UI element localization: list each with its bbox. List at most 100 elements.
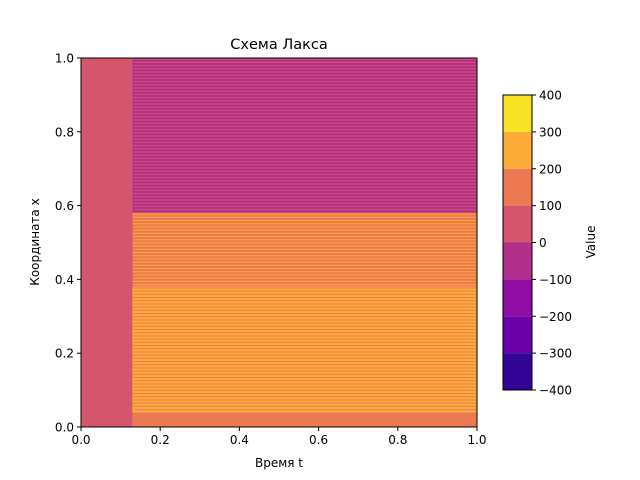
- stripe-lower-region: [133, 319, 477, 321]
- stripe-upper-region: [134, 170, 477, 172]
- stripe-upper-region: [132, 154, 477, 156]
- colorbar-tick-label: 300: [539, 125, 562, 139]
- stripe-upper-region: [132, 106, 477, 108]
- stripe-lower-region: [134, 293, 477, 295]
- stripe-upper-region: [134, 103, 477, 105]
- stripe-upper-region: [133, 90, 477, 92]
- stripe-lower-region: [134, 341, 477, 343]
- y-axis-label: Координата x: [28, 198, 42, 285]
- stripe-upper-region: [132, 87, 477, 89]
- stripe-lower-region: [132, 383, 477, 385]
- stripe-middle-region: [134, 229, 477, 231]
- stripe-upper-region: [133, 109, 477, 111]
- colorbar-segment: [503, 242, 532, 280]
- stripe-upper-region: [132, 97, 477, 99]
- stripe-lower-region: [134, 303, 477, 305]
- colorbar-tick-label: −200: [539, 310, 572, 324]
- stripe-middle-region: [132, 261, 477, 263]
- stripe-upper-region: [132, 173, 477, 175]
- stripe-upper-region: [134, 180, 477, 182]
- stripe-lower-region: [132, 325, 477, 327]
- x-tick-label: 0.0: [71, 433, 90, 447]
- region-lower-region: [132, 286, 477, 413]
- stripe-upper-region: [133, 205, 477, 207]
- stripe-middle-region: [134, 248, 477, 250]
- colorbar-tick-label: 400: [539, 89, 562, 103]
- stripe-upper-region: [134, 151, 477, 153]
- colorbar-ticks: −400 −300 −200 −100 0 100 200 300 400: [532, 89, 572, 398]
- y-tick-label: 0.8: [55, 125, 74, 139]
- stripe-middle-region: [134, 258, 477, 260]
- stripe-upper-region: [134, 132, 477, 134]
- stripe-middle-region: [132, 242, 477, 244]
- stripe-upper-region: [134, 189, 477, 191]
- stripe-upper-region: [132, 58, 477, 60]
- stripe-lower-region: [134, 389, 477, 391]
- stripe-lower-region: [133, 338, 477, 340]
- stripe-lower-region: [133, 386, 477, 388]
- stripe-upper-region: [134, 141, 477, 143]
- stripe-upper-region: [134, 122, 477, 124]
- colorbar-segment: [503, 279, 532, 317]
- stripe-upper-region: [133, 148, 477, 150]
- stripe-middle-region: [133, 226, 477, 228]
- x-tick-label: 1.0: [467, 433, 486, 447]
- stripe-lower-region: [133, 328, 477, 331]
- x-axis-ticks: 0.0 0.2 0.4 0.6 0.8 1.0: [71, 427, 487, 447]
- stripe-upper-region: [133, 119, 477, 121]
- colorbar-segment: [503, 316, 532, 354]
- stripe-lower-region: [134, 399, 477, 401]
- stripe-lower-region: [133, 357, 477, 359]
- stripe-upper-region: [132, 212, 477, 214]
- stripe-lower-region: [133, 300, 477, 302]
- stripe-lower-region: [132, 402, 477, 404]
- stripe-upper-region: [134, 93, 477, 95]
- colorbar-segment: [503, 353, 532, 390]
- colorbar-tick-label: −100: [539, 273, 572, 287]
- stripe-upper-region: [132, 183, 477, 185]
- colorbar-label: Value: [584, 226, 598, 259]
- stripe-middle-region: [134, 239, 477, 241]
- stripe-lower-region: [133, 396, 477, 398]
- stripe-lower-region: [133, 367, 477, 369]
- stripe-upper-region: [133, 177, 477, 179]
- x-axis-label: Время t: [255, 456, 303, 470]
- y-axis-ticks: 0.0 0.2 0.4 0.6 0.8 1.0: [55, 52, 81, 435]
- stripe-lower-region: [134, 332, 477, 334]
- stripe-upper-region: [133, 186, 477, 188]
- plot-frame: [80, 57, 478, 428]
- stripe-lower-region: [134, 312, 477, 315]
- stripe-middle-region: [132, 271, 477, 273]
- stripe-upper-region: [133, 196, 477, 198]
- stripe-middle-region: [132, 213, 477, 215]
- stripe-lower-region: [132, 344, 477, 347]
- stripe-upper-region: [134, 161, 477, 163]
- x-tick-label: 0.8: [388, 433, 407, 447]
- stripe-lower-region: [132, 287, 477, 289]
- stripe-middle-region: [134, 219, 477, 222]
- stripe-middle-region: [133, 245, 477, 247]
- stripe-upper-region: [133, 100, 477, 102]
- stripe-middle-region: [133, 255, 477, 257]
- stripe-middle-region: [132, 232, 477, 234]
- x-tick-label: 0.6: [309, 433, 328, 447]
- stripe-lower-region: [132, 335, 477, 337]
- stripe-upper-region: [133, 81, 477, 83]
- stripe-lower-region: [133, 290, 477, 292]
- stripe-lower-region: [134, 322, 477, 324]
- stripe-lower-region: [134, 380, 477, 382]
- stripe-middle-region: [132, 251, 477, 254]
- stripe-middle-region: [134, 277, 477, 279]
- y-tick-label: 0.6: [55, 199, 74, 213]
- stripe-lower-region: [132, 364, 477, 366]
- x-tick-label: 0.2: [151, 433, 170, 447]
- stripe-upper-region: [132, 135, 477, 137]
- colorbar-segment: [503, 95, 532, 132]
- stripe-upper-region: [134, 199, 477, 201]
- stripe-upper-region: [134, 74, 477, 76]
- stripe-upper-region: [132, 202, 477, 204]
- region-bottom-edge: [132, 412, 477, 427]
- stripe-lower-region: [133, 348, 477, 350]
- stripe-upper-region: [134, 113, 477, 115]
